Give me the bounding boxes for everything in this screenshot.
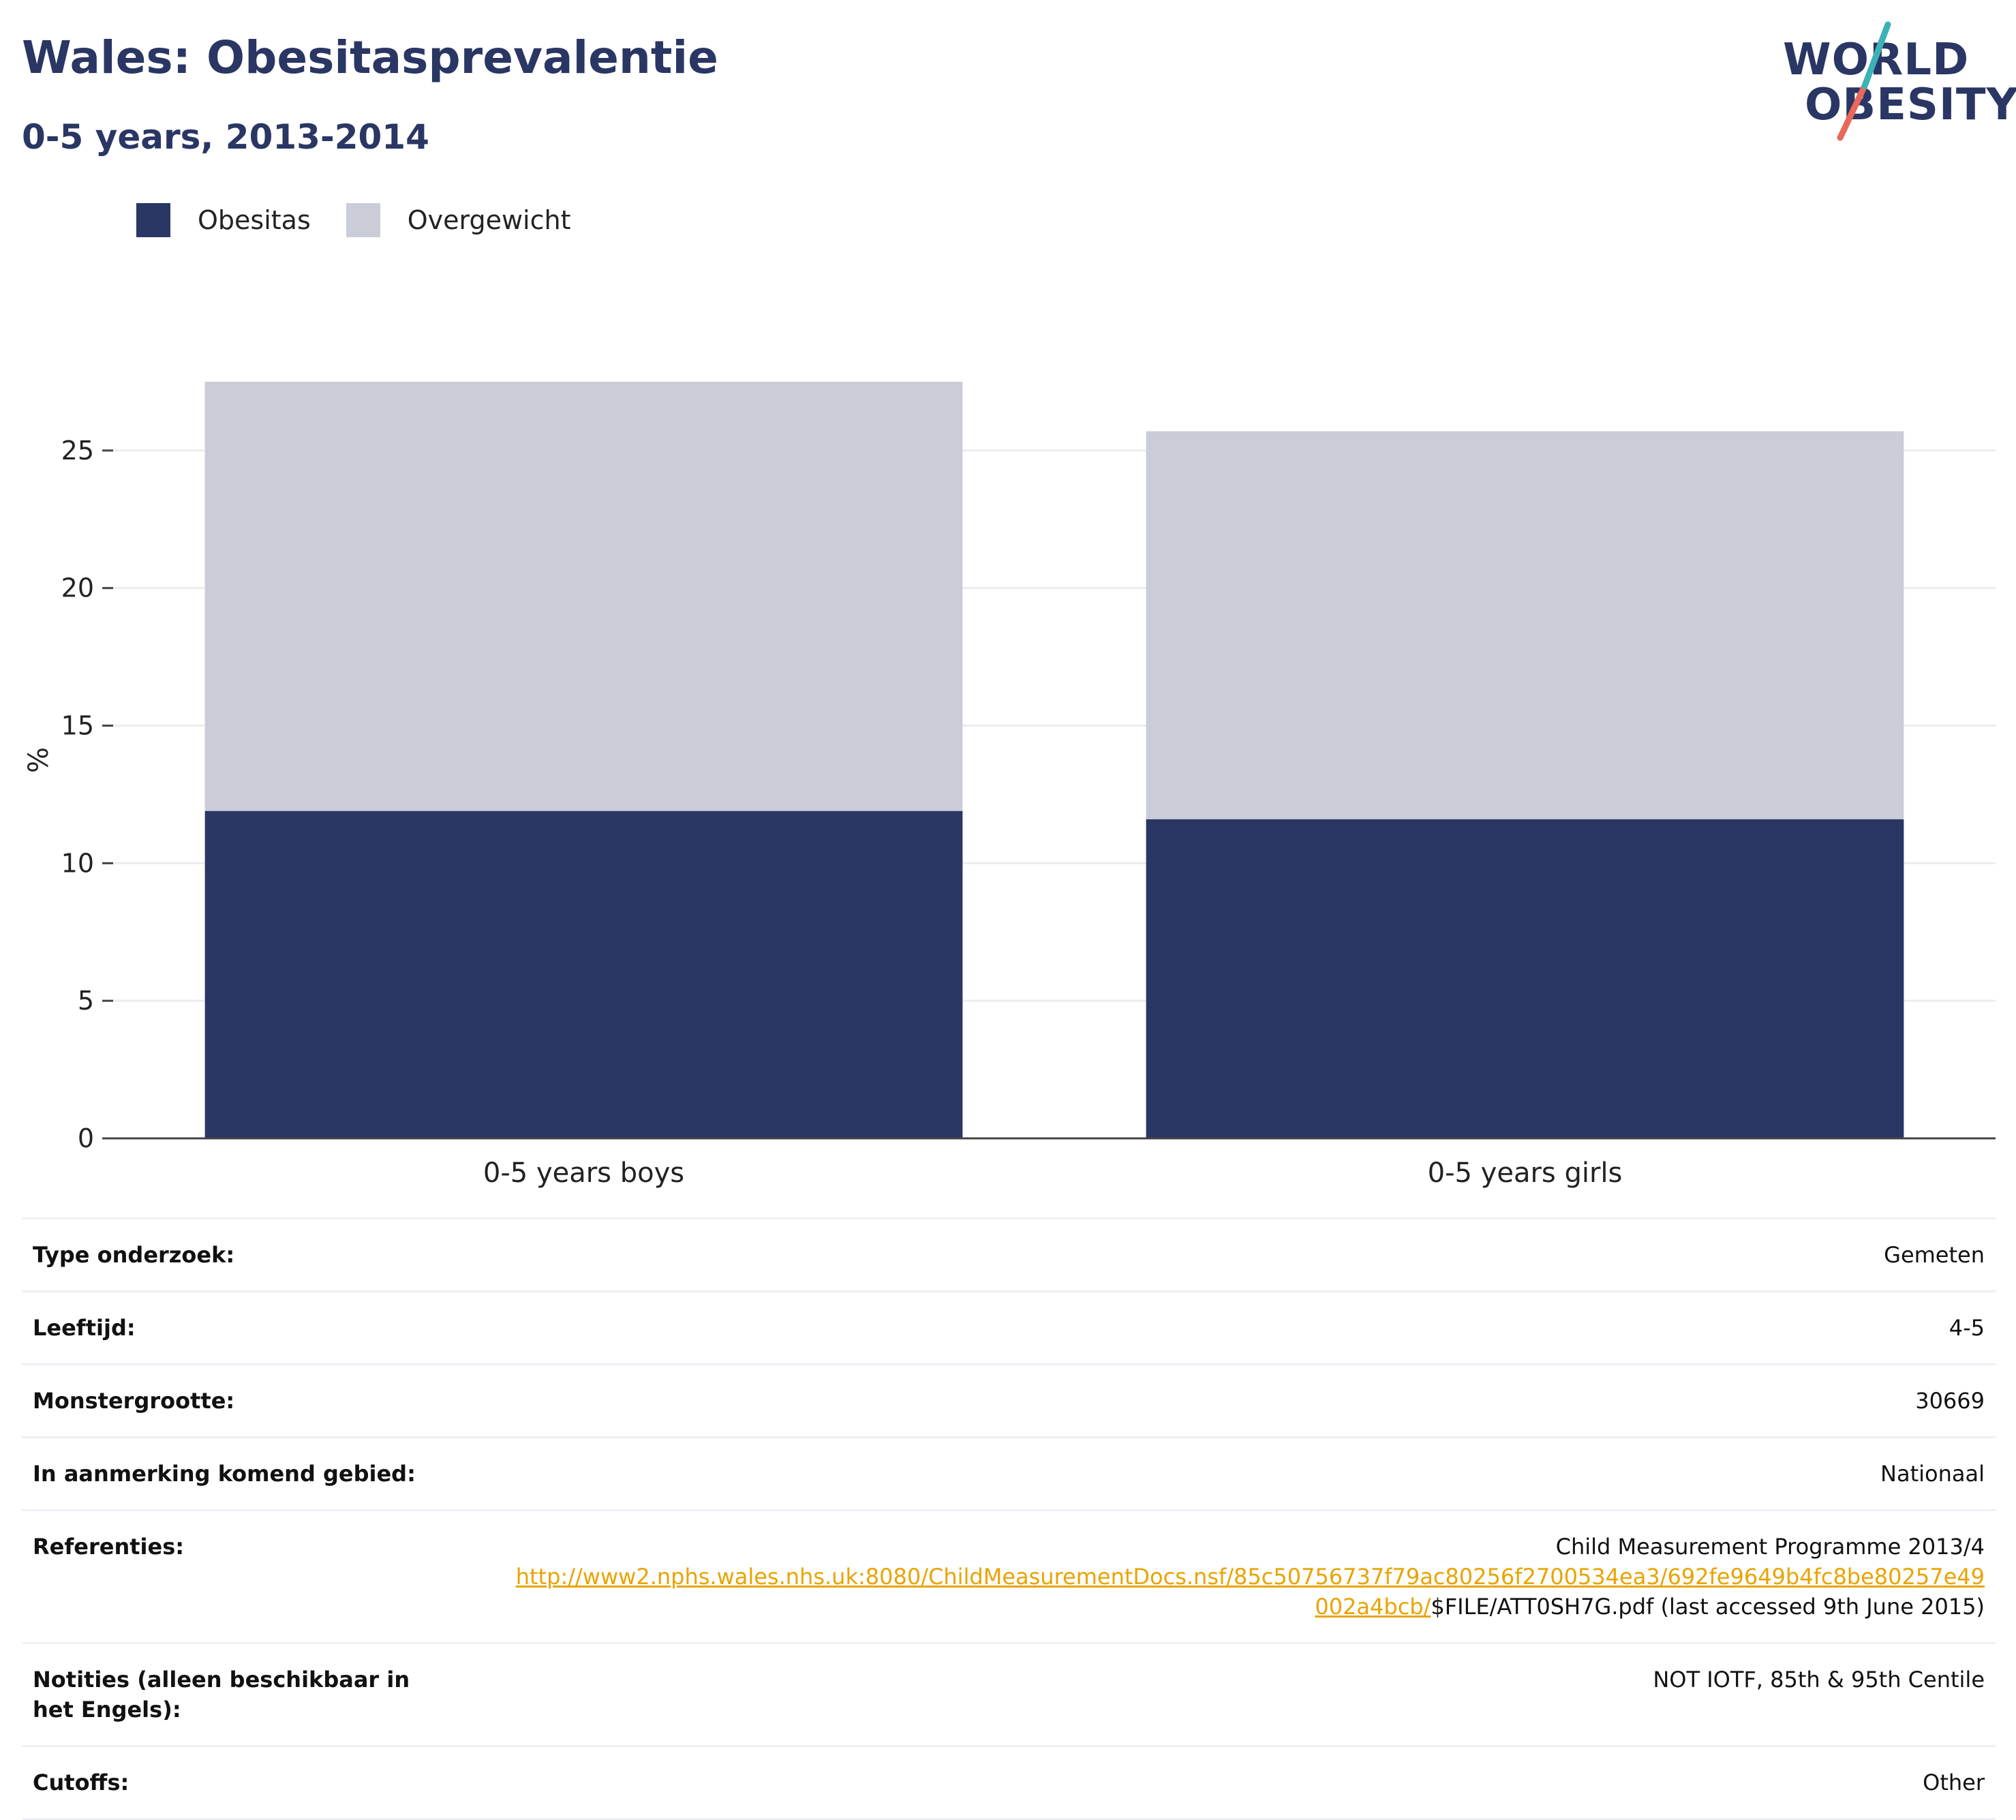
- y-tick-label: 15: [61, 711, 94, 741]
- info-key: Leeftijd:: [33, 1315, 136, 1341]
- y-tick-label: 20: [61, 573, 94, 603]
- logo-line-2: OBESITY: [1805, 80, 2016, 130]
- legend-swatch-obesitas: [136, 203, 170, 237]
- x-tick-label: 0-5 years boys: [483, 1157, 684, 1189]
- info-value: 4-5: [1949, 1315, 1985, 1341]
- info-value: Nationaal: [1880, 1461, 1985, 1487]
- info-key: Cutoffs:: [33, 1770, 129, 1795]
- info-value: NOT IOTF, 85th & 95th Centile: [1653, 1667, 1985, 1693]
- info-key: Notities (alleen beschikbaar in het Enge…: [33, 1667, 410, 1723]
- y-tick-label: 10: [61, 848, 94, 878]
- page-title: Wales: Obesitasprevalentie: [22, 31, 718, 84]
- y-tick-label: 5: [78, 986, 94, 1016]
- stacked-bar-chart: 0 5 10 15 20 25% 0-5 years boys 0-5 years girls: [23, 382, 1996, 1189]
- bar-overgewicht: [1146, 431, 1904, 819]
- info-row-sample-size: Monstergrootte: 30669: [22, 1363, 1996, 1436]
- bar-obesitas: [1146, 819, 1904, 1138]
- reference-text: Child Measurement Programme 2013/4: [1555, 1534, 1985, 1560]
- info-value: 30669: [1915, 1388, 1985, 1414]
- info-row-area: In aanmerking komend gebied: Nationaal: [22, 1436, 1996, 1509]
- info-key: Type onderzoek:: [33, 1242, 235, 1268]
- reference-text-after: $FILE/ATT0SH7G.pdf (last accessed 9th Ju…: [1431, 1594, 1985, 1620]
- logo-slash-icon: [1837, 21, 1891, 141]
- y-axis-label: %: [23, 747, 55, 773]
- legend-label: Obesitas: [198, 205, 311, 235]
- study-info-table: Type onderzoek: Gemeten Leeftijd: 4-5 Mo…: [22, 1217, 1996, 1820]
- x-tick-label: 0-5 years girls: [1428, 1157, 1623, 1189]
- info-row-references: Referenties: Child Measurement Programme…: [22, 1509, 1996, 1642]
- info-value-references: Child Measurement Programme 2013/4 http:…: [513, 1532, 1985, 1622]
- legend-item-obesitas[interactable]: Obesitas: [136, 203, 311, 237]
- info-key: Monstergrootte:: [33, 1388, 235, 1414]
- reference-link[interactable]: http://www2.nphs.wales.nhs.uk:8080/Child…: [515, 1564, 1985, 1620]
- info-row-notes: Notities (alleen beschikbaar in het Enge…: [22, 1642, 1996, 1745]
- info-row-cutoffs: Cutoffs: Other: [22, 1745, 1996, 1820]
- info-value: Gemeten: [1884, 1242, 1985, 1268]
- info-row-type: Type onderzoek: Gemeten: [22, 1217, 1996, 1290]
- info-key: In aanmerking komend gebied:: [33, 1461, 416, 1487]
- world-obesity-logo: WORLD OBESITY: [1772, 20, 2016, 143]
- chart-legend: Obesitas Overgewicht: [136, 203, 607, 237]
- info-value: Other: [1923, 1770, 1985, 1795]
- y-tick-label: 0: [78, 1123, 94, 1153]
- legend-swatch-overgewicht: [346, 203, 380, 237]
- bar-obesitas: [204, 810, 963, 1138]
- info-row-age: Leeftijd: 4-5: [22, 1290, 1996, 1363]
- legend-item-overgewicht[interactable]: Overgewicht: [346, 203, 571, 237]
- y-tick-label: 25: [61, 436, 94, 466]
- page-subtitle: 0-5 years, 2013-2014: [22, 117, 429, 157]
- legend-label: Overgewicht: [407, 205, 571, 235]
- bar-overgewicht: [204, 382, 963, 811]
- info-key: Referenties:: [33, 1534, 185, 1560]
